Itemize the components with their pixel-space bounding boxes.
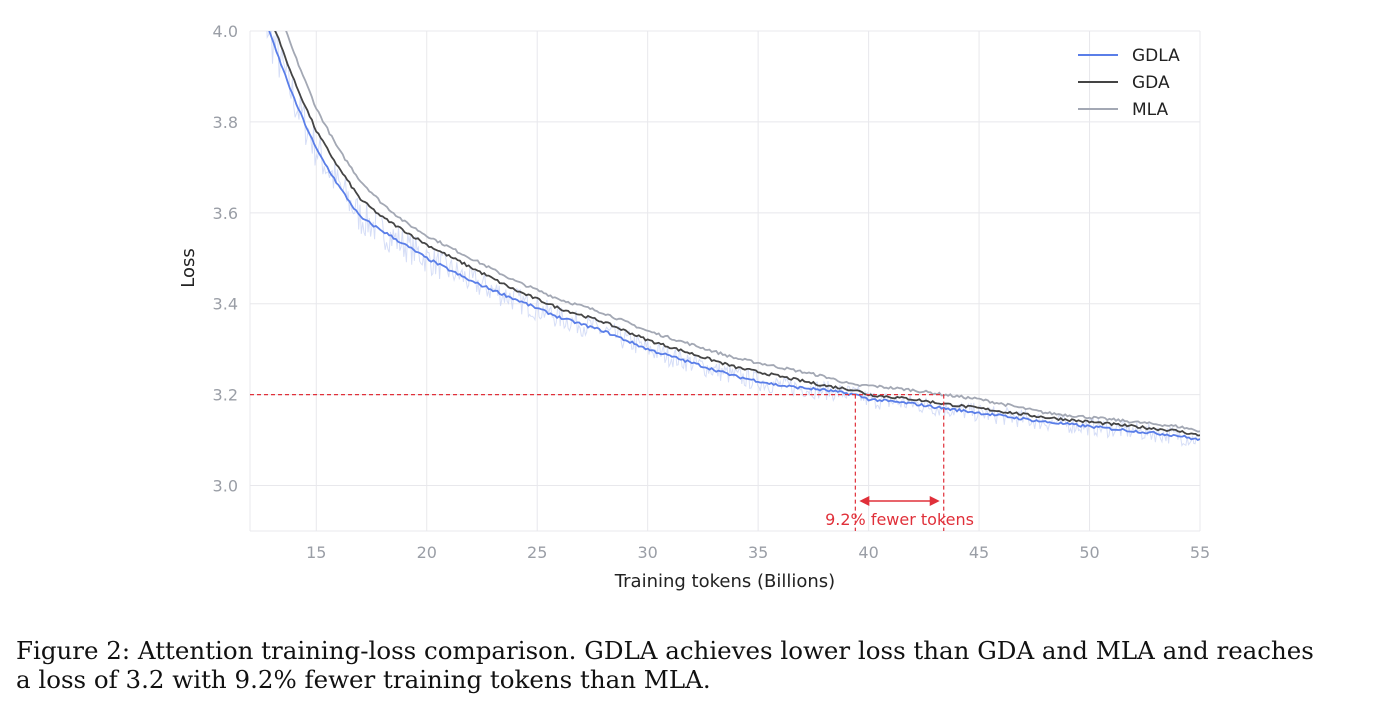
legend-label-gda: GDA bbox=[1132, 73, 1170, 93]
x-tick-label: 55 bbox=[1190, 543, 1210, 562]
series-line-mla bbox=[285, 31, 1200, 433]
gdla-raw-noise bbox=[266, 31, 1200, 447]
y-axis-label: Loss bbox=[178, 248, 199, 287]
caption-line-2: a loss of 3.2 with 9.2% fewer training t… bbox=[16, 665, 711, 694]
x-tick-label: 15 bbox=[306, 543, 326, 562]
x-tick-label: 30 bbox=[637, 543, 657, 562]
y-tick-label: 3.2 bbox=[213, 386, 238, 405]
x-tick-label: 20 bbox=[417, 543, 437, 562]
legend: GDLA GDA MLA bbox=[1078, 46, 1180, 120]
annotation: 9.2% fewer tokens bbox=[250, 394, 974, 531]
x-axis-label: Training tokens (Billions) bbox=[614, 571, 835, 592]
x-tick-label: 40 bbox=[858, 543, 878, 562]
figure-caption: Figure 2: Attention training-loss compar… bbox=[16, 636, 1386, 694]
x-tick-label: 50 bbox=[1079, 543, 1099, 562]
x-tick-label: 45 bbox=[969, 543, 989, 562]
caption-line-1: Figure 2: Attention training-loss compar… bbox=[16, 636, 1314, 665]
y-tick-label: 3.6 bbox=[213, 204, 238, 223]
series-line-gdla bbox=[268, 31, 1200, 442]
grid bbox=[250, 30, 1201, 531]
axis-spines bbox=[249, 31, 1200, 532]
annotation-text: 9.2% fewer tokens bbox=[825, 510, 974, 529]
x-tick-label: 25 bbox=[527, 543, 547, 562]
y-tick-label: 3.0 bbox=[213, 477, 238, 496]
y-tick-label: 3.4 bbox=[213, 295, 238, 314]
gap-arrow-left-head bbox=[859, 496, 870, 506]
gap-arrow-right-head bbox=[929, 496, 940, 506]
legend-label-mla: MLA bbox=[1132, 100, 1169, 120]
tick-labels: 15 20 25 30 35 40 45 50 55 3.0 3.2 3.4 3.6 3.8 4.0 bbox=[213, 22, 1211, 562]
series-line-gda bbox=[274, 31, 1200, 437]
series-lines bbox=[268, 31, 1200, 442]
x-tick-label: 35 bbox=[748, 543, 768, 562]
raw-loss-noise bbox=[266, 31, 1200, 447]
legend-label-gdla: GDLA bbox=[1132, 46, 1180, 66]
y-tick-label: 3.8 bbox=[213, 113, 238, 132]
y-tick-label: 4.0 bbox=[213, 22, 238, 41]
loss-chart: 9.2% fewer tokens 15 20 25 30 35 40 45 50 55 3.0 3… bbox=[178, 22, 1211, 592]
